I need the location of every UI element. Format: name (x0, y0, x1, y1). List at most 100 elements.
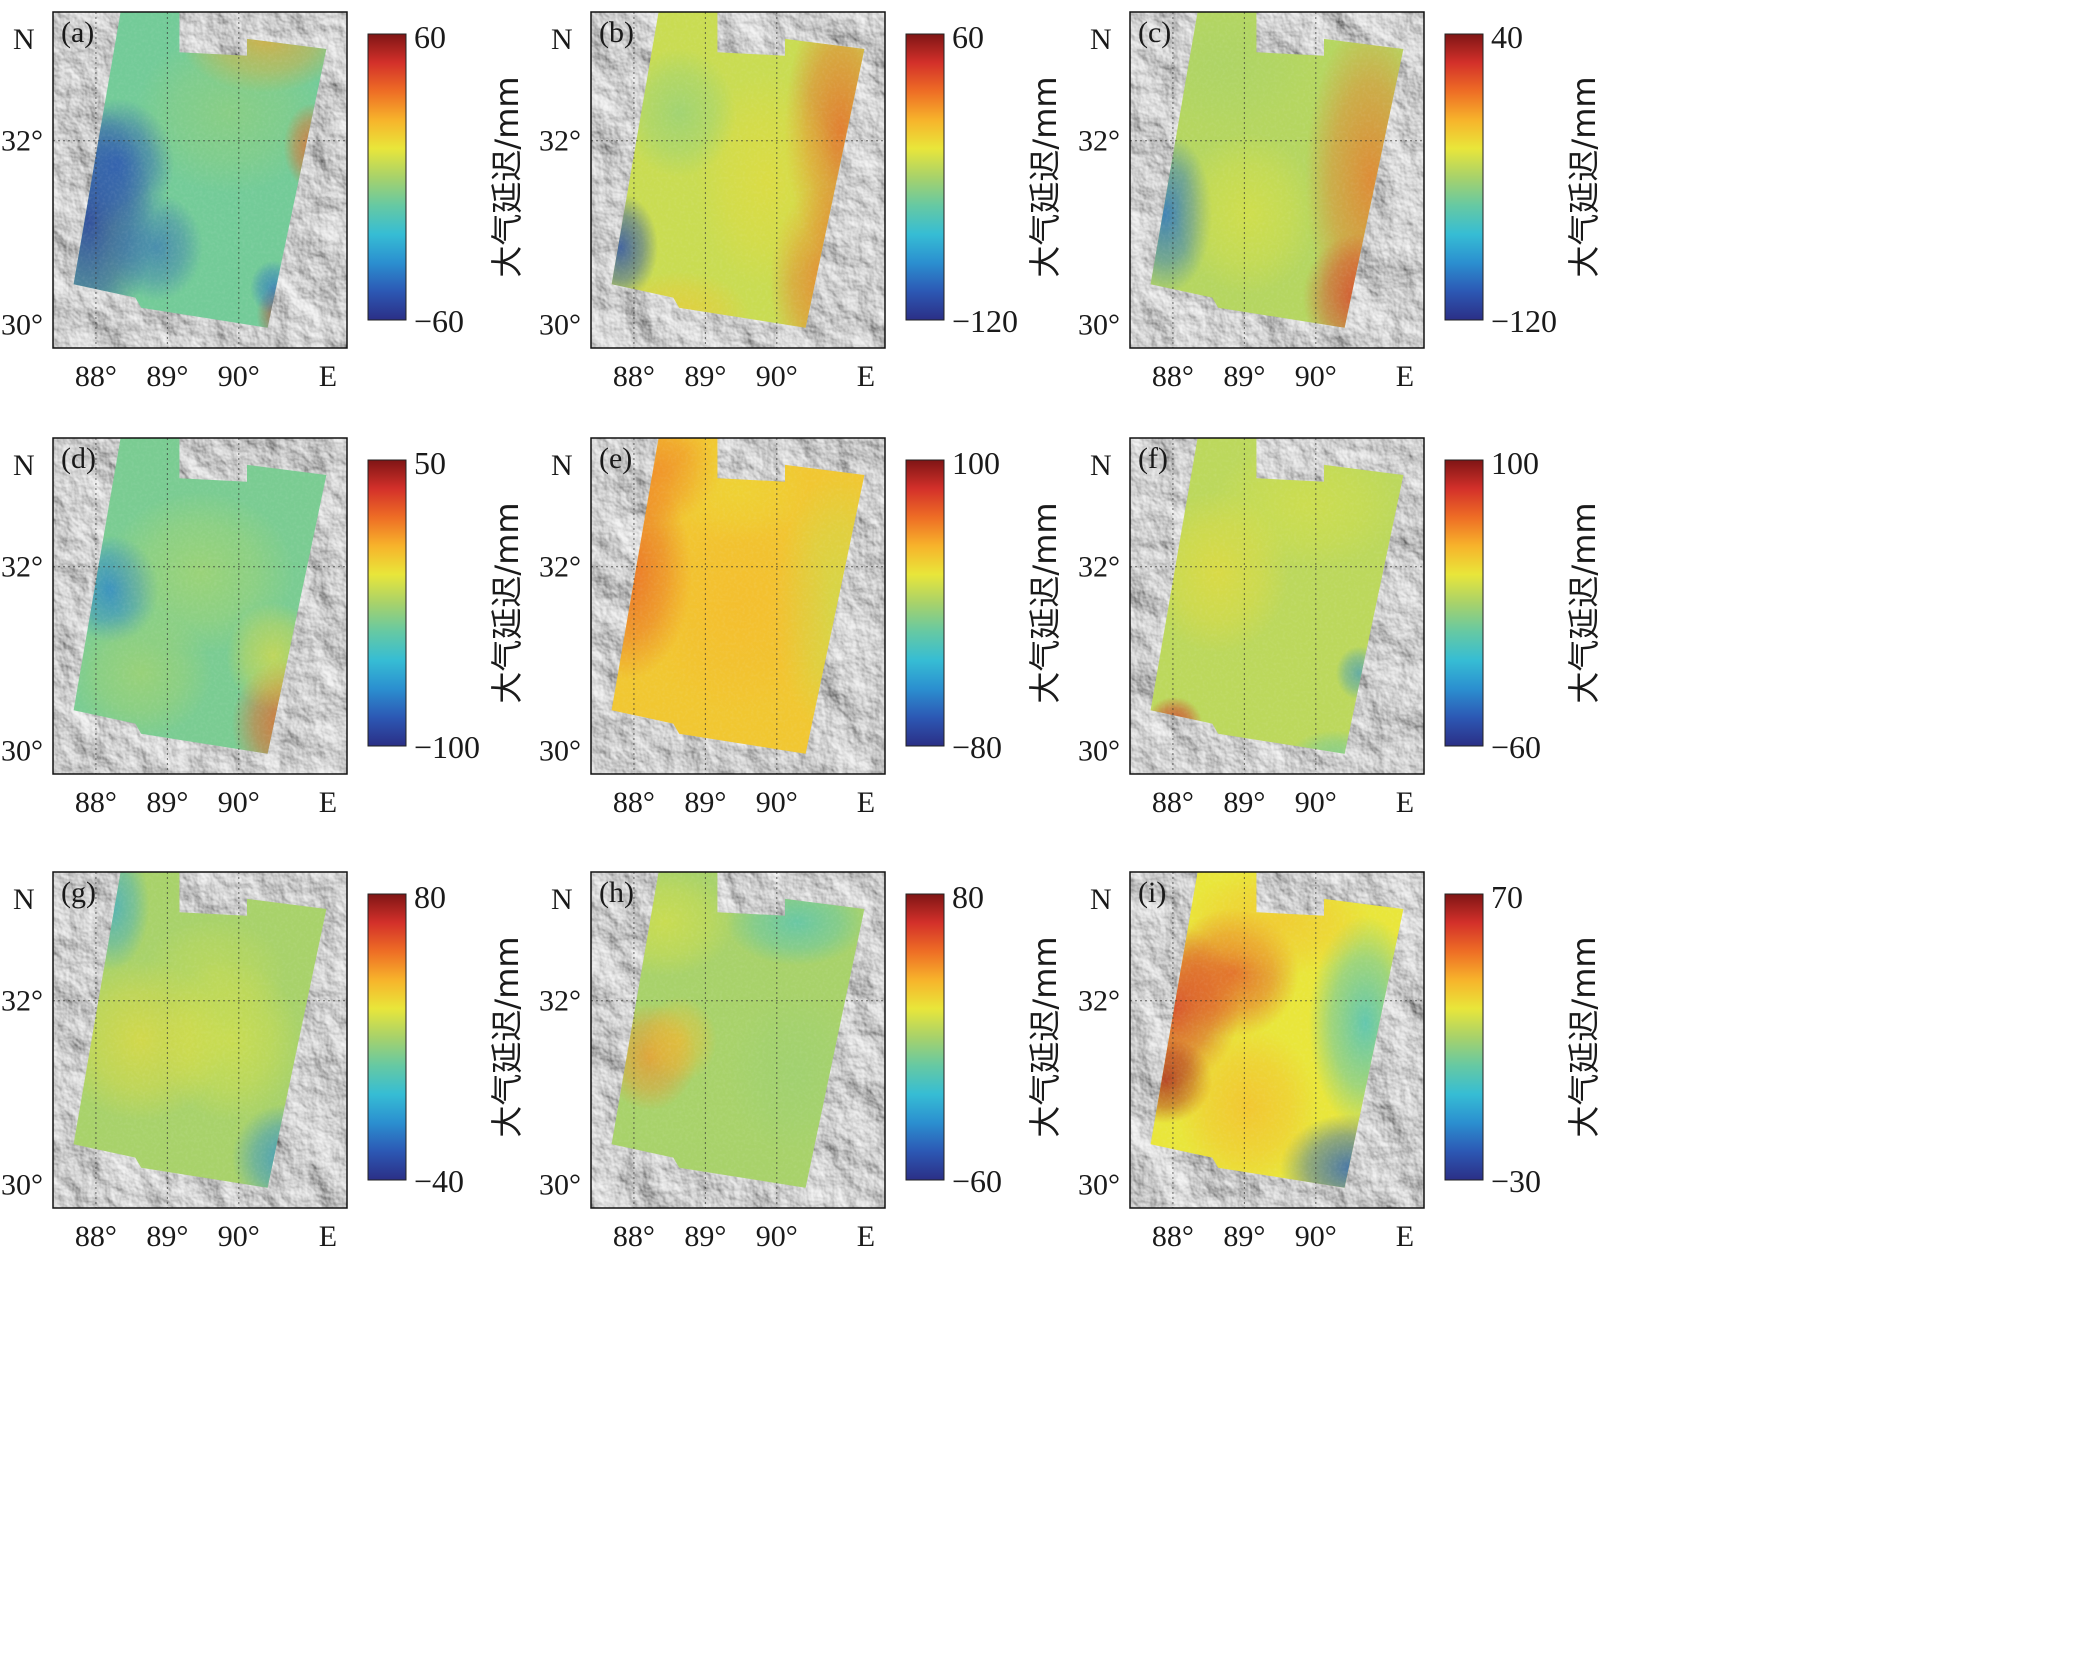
lon-tick-label: 89° (146, 786, 188, 819)
east-label: E (1396, 1220, 1414, 1253)
lon-tick-label: 90° (1295, 360, 1337, 393)
east-label: E (857, 1220, 875, 1253)
map-frame (52, 871, 348, 1209)
colorbar (1444, 459, 1484, 747)
colorbar-min-label: −40 (414, 1163, 464, 1199)
lat-tick-label: 32° (1078, 985, 1120, 1018)
lat-tick-label: 30° (1078, 1168, 1120, 1201)
map-panel-f: (f) N 32° 30° 88° 89° 90° E 100 −60 大气延迟/mm (1078, 437, 1603, 819)
map-frame (590, 437, 886, 775)
colorbar-title: 大气延迟/mm (1565, 936, 1603, 1137)
colorbar-min-label: −120 (952, 303, 1018, 339)
east-label: E (319, 360, 337, 393)
east-label: E (319, 786, 337, 819)
colorbar-title: 大气延迟/mm (1026, 502, 1064, 703)
panel-label: (i) (1138, 876, 1166, 909)
colorbar (367, 459, 407, 747)
lat-tick-label: 32° (1078, 125, 1120, 158)
panel-label: (g) (61, 876, 96, 909)
lon-tick-label: 88° (1152, 786, 1194, 819)
lat-tick-label: 30° (539, 1168, 581, 1201)
colorbar (367, 893, 407, 1181)
lon-tick-label: 90° (1295, 786, 1337, 819)
lon-tick-label: 88° (613, 1220, 655, 1253)
colorbar-max-label: 80 (952, 879, 984, 915)
lat-tick-label: 30° (539, 734, 581, 767)
colorbar-title: 大气延迟/mm (488, 502, 526, 703)
lon-tick-label: 90° (1295, 1220, 1337, 1253)
map-frame (1129, 437, 1425, 775)
lat-tick-label: 30° (1, 308, 43, 341)
colorbar (367, 33, 407, 321)
east-label: E (857, 360, 875, 393)
lat-tick-label: 32° (539, 551, 581, 584)
east-label: E (857, 786, 875, 819)
lon-tick-label: 88° (75, 786, 117, 819)
colorbar-title: 大气延迟/mm (1026, 936, 1064, 1137)
map-panel-g: (g) N 32° 30° 88° 89° 90° E 80 −40 大气延迟/mm (1, 871, 526, 1253)
north-label: N (1090, 23, 1112, 56)
lon-tick-label: 90° (756, 786, 798, 819)
map-frame (590, 871, 886, 1209)
colorbar-min-label: −100 (414, 729, 480, 765)
panel-label: (b) (599, 16, 634, 49)
lon-tick-label: 89° (684, 1220, 726, 1253)
colorbar (905, 893, 945, 1181)
map-frame (1129, 11, 1425, 349)
north-label: N (1090, 449, 1112, 482)
panel-label: (d) (61, 442, 96, 475)
north-label: N (13, 883, 35, 916)
lon-tick-label: 89° (1223, 786, 1265, 819)
lon-tick-label: 88° (1152, 1220, 1194, 1253)
east-label: E (1396, 360, 1414, 393)
lat-tick-label: 32° (1, 985, 43, 1018)
colorbar-min-label: −30 (1491, 1163, 1541, 1199)
colorbar-title: 大气延迟/mm (488, 76, 526, 277)
lon-tick-label: 90° (218, 1220, 260, 1253)
colorbar-min-label: −60 (952, 1163, 1002, 1199)
lat-tick-label: 32° (1, 125, 43, 158)
east-label: E (1396, 786, 1414, 819)
map-frame (590, 11, 886, 349)
panel-label: (e) (599, 442, 632, 475)
north-label: N (551, 449, 573, 482)
lon-tick-label: 89° (1223, 1220, 1265, 1253)
panel-label: (a) (61, 16, 94, 49)
colorbar (1444, 33, 1484, 321)
colorbar-min-label: −120 (1491, 303, 1557, 339)
colorbar-max-label: 100 (952, 445, 1000, 481)
colorbar-title: 大气延迟/mm (488, 936, 526, 1137)
lon-tick-label: 90° (756, 360, 798, 393)
colorbar-max-label: 60 (414, 19, 446, 55)
map-frame (1129, 871, 1425, 1209)
atmospheric-delay-swath (73, 438, 327, 754)
lon-tick-label: 88° (1152, 360, 1194, 393)
lat-tick-label: 32° (539, 125, 581, 158)
north-label: N (551, 883, 573, 916)
colorbar-max-label: 80 (414, 879, 446, 915)
colorbar-min-label: −60 (414, 303, 464, 339)
north-label: N (551, 23, 573, 56)
colorbar-min-label: −60 (1491, 729, 1541, 765)
colorbar (905, 459, 945, 747)
colorbar-max-label: 50 (414, 445, 446, 481)
lon-tick-label: 88° (613, 360, 655, 393)
colorbar-max-label: 40 (1491, 19, 1523, 55)
panel-label: (c) (1138, 16, 1171, 49)
lon-tick-label: 90° (756, 1220, 798, 1253)
colorbar-min-label: −80 (952, 729, 1002, 765)
panel-label: (f) (1138, 442, 1168, 475)
map-frame (52, 11, 348, 349)
lon-tick-label: 90° (218, 360, 260, 393)
colorbar-title: 大气延迟/mm (1565, 76, 1603, 277)
north-label: N (1090, 883, 1112, 916)
lat-tick-label: 30° (1, 734, 43, 767)
east-label: E (319, 1220, 337, 1253)
lon-tick-label: 89° (1223, 360, 1265, 393)
lat-tick-label: 30° (1078, 308, 1120, 341)
atmospheric-delay-swath (1150, 872, 1404, 1188)
lon-tick-label: 89° (146, 1220, 188, 1253)
